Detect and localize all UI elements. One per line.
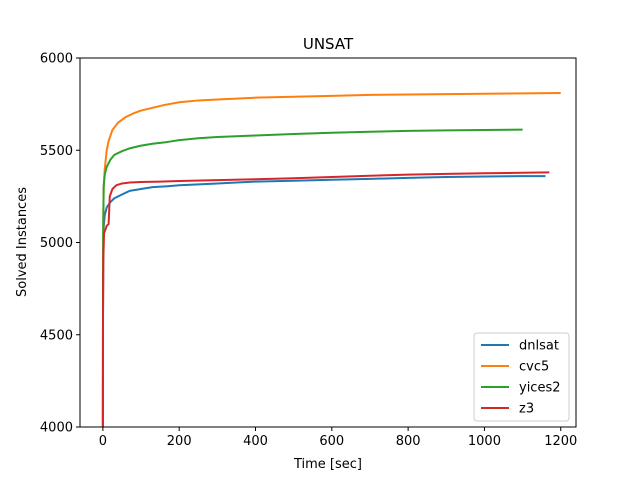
x-tick-label: 0 bbox=[99, 434, 107, 449]
y-axis-ticks: 4000 4500 5000 5500 6000 bbox=[40, 52, 80, 436]
x-axis-ticks: 0 200 400 600 800 1000 1200 bbox=[99, 427, 577, 449]
x-tick-label: 200 bbox=[167, 434, 192, 449]
legend-label-z3: z3 bbox=[519, 402, 534, 417]
legend: dnlsat cvc5 yices2 z3 bbox=[473, 332, 570, 422]
series-line-cvc5 bbox=[101, 92, 561, 427]
x-tick-label: 400 bbox=[243, 434, 268, 449]
x-axis-label: Time [sec] bbox=[293, 457, 362, 472]
y-tick-label: 5500 bbox=[40, 144, 73, 159]
legend-label-yices2: yices2 bbox=[519, 381, 561, 396]
x-tick-label: 1000 bbox=[468, 434, 501, 449]
x-tick-label: 800 bbox=[396, 434, 421, 449]
x-tick-label: 600 bbox=[319, 434, 344, 449]
series-line-dnlsat bbox=[101, 175, 546, 427]
x-tick-label: 1200 bbox=[544, 434, 577, 449]
y-tick-label: 4000 bbox=[40, 421, 73, 436]
y-tick-label: 4500 bbox=[40, 328, 73, 343]
y-tick-label: 6000 bbox=[40, 52, 73, 67]
y-tick-label: 5000 bbox=[40, 236, 73, 251]
y-axis-label: Solved Instances bbox=[15, 187, 30, 297]
legend-box bbox=[473, 332, 570, 422]
legend-label-cvc5: cvc5 bbox=[519, 360, 549, 375]
series-line-yices2 bbox=[101, 128, 523, 427]
series-line-z3 bbox=[101, 171, 550, 427]
chart-title: UNSAT bbox=[303, 35, 354, 53]
legend-label-dnlsat: dnlsat bbox=[519, 339, 559, 354]
plot-lines bbox=[101, 92, 561, 427]
